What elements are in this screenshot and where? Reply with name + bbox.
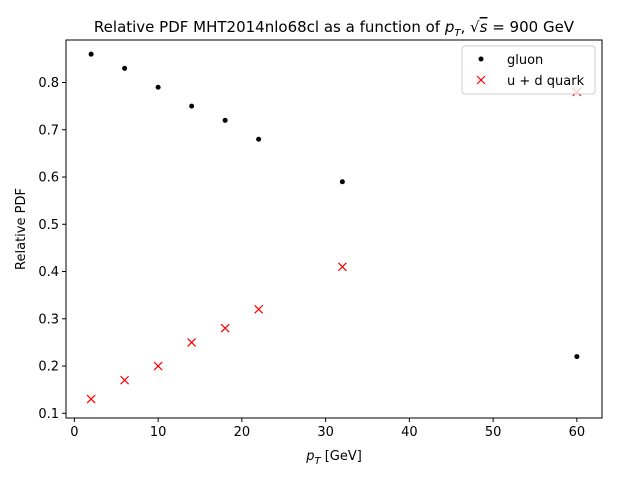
gluon-point — [189, 103, 195, 109]
x-tick-label: 0 — [70, 425, 78, 440]
legend-marker-gluon — [478, 56, 484, 62]
legend-label-quark: u + d quark — [507, 74, 585, 89]
legend-label-gluon: gluon — [507, 53, 543, 68]
gluon-point — [122, 65, 128, 71]
quark-point — [153, 361, 163, 371]
y-tick-label: 0.2 — [38, 360, 59, 375]
gluon-point — [155, 84, 161, 90]
legend: gluon u + d quark — [461, 45, 596, 95]
y-tick-label: 0.1 — [38, 407, 59, 422]
gluon-point — [256, 136, 262, 142]
x-tick-label: 60 — [569, 425, 586, 440]
y-tick-label: 0.3 — [38, 312, 59, 327]
legend-box — [461, 45, 596, 95]
y-axis-label: Relative PDF — [14, 188, 29, 270]
y-tick-label: 0.4 — [38, 265, 59, 280]
x-tick-label: 40 — [401, 425, 418, 440]
quark-point — [120, 375, 130, 385]
quark-point — [337, 262, 347, 272]
gluon-point — [339, 179, 345, 185]
plot-background — [66, 40, 602, 418]
y-tick-label: 0.8 — [38, 76, 59, 91]
x-axis-label: pT [GeV] — [305, 449, 362, 467]
y-axis-ticks: 0.1 0.2 0.3 0.4 0.5 0.6 0.7 0.8 — [38, 76, 66, 422]
legend-marker-quark — [476, 75, 486, 85]
quark-point — [187, 337, 197, 347]
gluon-point — [222, 117, 228, 123]
y-tick-label: 0.6 — [38, 171, 59, 186]
quark-point — [220, 323, 230, 333]
gluon-point — [88, 51, 94, 57]
x-tick-label: 20 — [234, 425, 251, 440]
chart-title: Relative PDF MHT2014nlo68cl as a functio… — [94, 18, 575, 39]
x-axis-ticks: 0 10 20 30 40 50 60 — [70, 418, 585, 440]
x-tick-label: 30 — [317, 425, 334, 440]
plot-frame — [65, 39, 603, 419]
quark-point — [254, 304, 264, 314]
y-tick-label: 0.7 — [38, 123, 59, 138]
quark-point — [86, 394, 96, 404]
x-tick-label: 10 — [150, 425, 167, 440]
y-tick-label: 0.5 — [38, 218, 59, 233]
gluon-point — [574, 354, 580, 360]
data-points — [86, 51, 582, 404]
x-tick-label: 50 — [485, 425, 502, 440]
